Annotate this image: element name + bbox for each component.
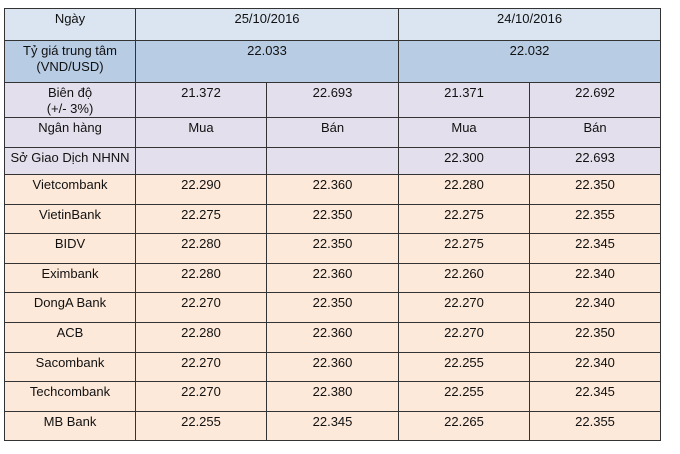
table-row: BIDV 22.280 22.350 22.275 22.345 [4,233,662,264]
central-rate-value: 22.032 [398,40,662,83]
table-row: Biên độ (+/- 3%) 21.372 22.693 21.371 22.692 [4,82,662,118]
central-rate-value: 22.033 [134,40,400,83]
table-row: Ngày 25/10/2016 24/10/2016 [4,8,662,41]
rate-value: 22.270 [398,321,531,353]
table-row: Eximbank 22.280 22.360 22.260 22.340 [4,262,662,294]
bank-name: DongA Bank [4,292,136,323]
rate-value: 22.350 [529,174,662,205]
bank-name: ACB [4,321,136,353]
column-header: Mua [135,117,267,148]
bank-name: BIDV [4,233,136,264]
rate-value: 22.270 [135,351,267,383]
band-value: 22.692 [529,82,662,118]
rate-value: 22.350 [265,203,400,235]
rate-value: 22.275 [398,233,531,264]
rate-value: 22.345 [529,381,662,412]
table-row: Vietcombank 22.290 22.360 22.280 22.350 [4,174,662,205]
date-header: 25/10/2016 [134,8,400,41]
rate-value: 22.350 [529,321,662,353]
bank-name: Sacombank [4,351,136,383]
table-row: Techcombank 22.270 22.380 22.255 22.345 [4,381,662,412]
table-row: Sở Giao Dịch NHNN 22.300 22.693 [4,147,662,175]
rate-value: 22.345 [265,410,400,442]
bank-column-label: Ngân hàng [4,117,136,148]
bank-name: Eximbank [4,262,136,294]
column-header: Bán [529,117,662,148]
table-row: Sacombank 22.270 22.360 22.255 22.340 [4,351,662,383]
bank-name: MB Bank [4,410,136,442]
rate-value: 22.255 [398,351,531,383]
central-rate-label: Tỷ giá trung tâm (VND/USD) [4,40,136,83]
column-header: Bán [265,117,400,148]
rate-value: 22.280 [398,174,531,205]
rate-value: 22.360 [265,351,400,383]
table-body: Ngày 25/10/2016 24/10/2016 Tỷ giá trung tâm… [4,8,662,442]
rate-value: 22.280 [135,262,267,294]
rate-value: 22.693 [529,147,662,175]
rate-value: 22.280 [135,321,267,353]
rate-value: 22.350 [265,233,400,264]
bank-name: Sở Giao Dịch NHNN [4,147,136,175]
rate-value [265,147,400,175]
rate-value: 22.340 [529,351,662,383]
date-header: 24/10/2016 [398,8,662,41]
rate-value: 22.355 [529,410,662,442]
table-row: Tỷ giá trung tâm (VND/USD) 22.033 22.032 [4,40,662,83]
label-line: Biên độ [47,85,93,100]
rate-value: 22.270 [135,292,267,323]
table-row: MB Bank 22.255 22.345 22.265 22.355 [4,410,662,442]
rate-value: 22.340 [529,292,662,323]
rate-value [135,147,267,175]
rate-value: 22.280 [135,233,267,264]
rate-value: 22.290 [135,174,267,205]
label-line: (VND/USD) [36,59,104,74]
column-header: Mua [398,117,531,148]
rate-value: 22.270 [398,292,531,323]
label-line: Tỷ giá trung tâm [23,43,117,58]
rate-value: 22.300 [398,147,531,175]
table-row: VietinBank 22.275 22.350 22.275 22.355 [4,203,662,235]
band-label: Biên độ (+/- 3%) [4,82,136,118]
rate-value: 22.255 [135,410,267,442]
bank-name: VietinBank [4,203,136,235]
rate-value: 22.360 [265,174,400,205]
rate-value: 22.340 [529,262,662,294]
rate-value: 22.255 [398,381,531,412]
date-label: Ngày [4,8,136,41]
label-line: (+/- 3%) [46,101,94,116]
rate-value: 22.275 [398,203,531,235]
rate-value: 22.380 [265,381,400,412]
rate-value: 22.260 [398,262,531,294]
table-row: DongA Bank 22.270 22.350 22.270 22.340 [4,292,662,323]
band-value: 22.693 [265,82,400,118]
rate-value: 22.360 [265,262,400,294]
band-value: 21.371 [398,82,531,118]
rate-value: 22.275 [135,203,267,235]
rate-value: 22.265 [398,410,531,442]
band-value: 21.372 [135,82,267,118]
bank-name: Vietcombank [4,174,136,205]
rate-value: 22.350 [265,292,400,323]
exchange-rate-table: Ngày 25/10/2016 24/10/2016 Tỷ giá trung tâm… [4,8,662,442]
rate-value: 22.345 [529,233,662,264]
bank-name: Techcombank [4,381,136,412]
table-row: Ngân hàng Mua Bán Mua Bán [4,117,662,148]
rate-value: 22.360 [265,321,400,353]
rate-value: 22.355 [529,203,662,235]
rate-value: 22.270 [135,381,267,412]
table-row: ACB 22.280 22.360 22.270 22.350 [4,321,662,353]
